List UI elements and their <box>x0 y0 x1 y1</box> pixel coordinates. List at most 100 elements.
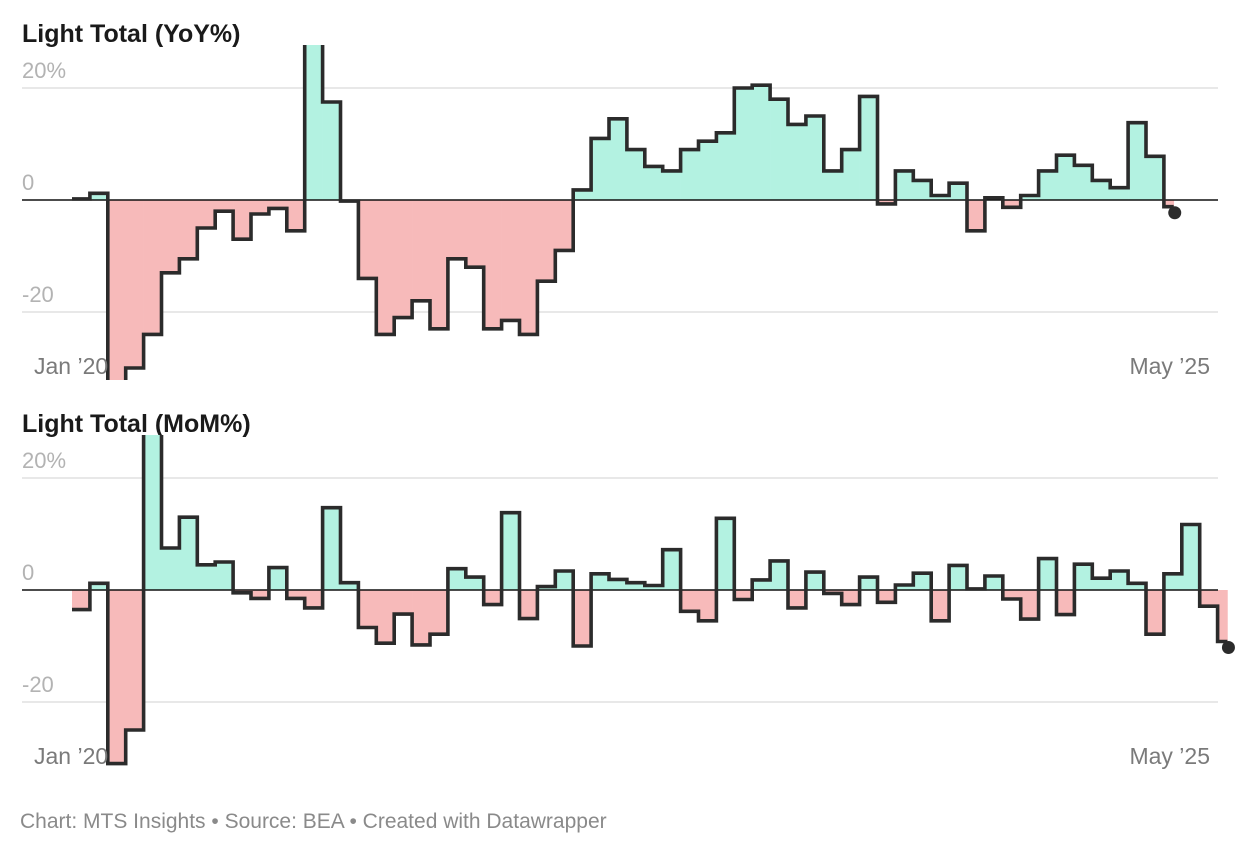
bar-2020-07 <box>179 200 198 259</box>
bar-2024-10 <box>1092 578 1111 590</box>
bar-2021-05 <box>358 200 377 279</box>
bar-2022-10 <box>662 549 681 590</box>
y-tick-label: -20 <box>22 282 54 307</box>
bar-2023-12 <box>913 180 932 200</box>
bar-2021-01 <box>286 590 305 599</box>
bar-2022-11 <box>680 149 699 200</box>
bar-2023-01 <box>716 518 735 590</box>
bar-2020-11 <box>251 200 270 214</box>
bar-2021-01 <box>286 200 305 231</box>
bar-2021-11 <box>465 200 484 268</box>
bar-2021-08 <box>412 200 431 301</box>
bar-2022-09 <box>644 585 663 590</box>
bar-2021-10 <box>447 200 467 259</box>
bar-2020-02 <box>89 583 109 590</box>
bar-2022-08 <box>626 582 646 590</box>
bar-2022-10 <box>662 170 681 200</box>
bar-2022-04 <box>555 570 574 590</box>
x-tick-label-end: May ’25 <box>1129 743 1210 769</box>
bar-2023-02 <box>734 590 753 600</box>
bar-2020-12 <box>268 567 288 590</box>
bar-2020-08 <box>197 564 216 590</box>
bar-2020-01 <box>72 590 91 610</box>
bar-2021-05 <box>358 590 377 628</box>
bar-2021-07 <box>394 590 413 615</box>
bar-2022-08 <box>626 149 646 200</box>
bar-2024-12 <box>1128 583 1147 590</box>
bar-2023-09 <box>859 577 878 590</box>
bar-2020-09 <box>215 562 234 590</box>
bar-2023-06 <box>805 572 825 590</box>
bar-2021-08 <box>412 590 431 645</box>
bar-2021-03 <box>322 507 341 590</box>
bar-2020-08 <box>197 200 216 228</box>
bar-2023-07 <box>823 170 842 200</box>
chart-title-yoy: Light Total (YoY%) <box>22 20 241 48</box>
bar-2023-03 <box>752 579 771 590</box>
y-tick-label: 20% <box>22 448 66 473</box>
bar-2024-06 <box>1020 195 1039 200</box>
y-tick-label: -20 <box>22 672 54 697</box>
series-line <box>72 435 1228 766</box>
bar-2025-04 <box>1199 590 1218 607</box>
bar-2023-08 <box>841 590 860 605</box>
bars <box>72 45 1175 380</box>
bar-2024-06 <box>1020 590 1039 620</box>
x-tick-label-start: Jan ’20 <box>34 353 108 379</box>
bar-2025-01 <box>1146 156 1165 200</box>
bar-2023-06 <box>805 116 825 200</box>
bar-2021-02 <box>304 45 323 201</box>
bar-2022-12 <box>698 141 717 200</box>
bar-2022-06 <box>591 573 610 590</box>
bar-2024-11 <box>1110 570 1129 590</box>
bar-2020-05 <box>143 200 162 335</box>
bar-2021-04 <box>340 582 359 590</box>
bar-2022-04 <box>555 200 574 251</box>
bar-2020-10 <box>233 200 252 240</box>
bar-2024-10 <box>1092 180 1111 200</box>
chart-yoy: 20% 0 -20 Jan ’20 May ’25 <box>22 45 1218 380</box>
bar-2024-07 <box>1038 558 1057 590</box>
bar-2023-05 <box>788 124 807 200</box>
bar-2023-04 <box>770 99 789 200</box>
y-tick-label: 20% <box>22 58 66 83</box>
last-point-marker <box>1221 641 1235 655</box>
bar-2021-09 <box>430 200 449 329</box>
bar-2023-04 <box>770 560 789 590</box>
bar-2024-02 <box>949 565 968 590</box>
bar-2020-03 <box>107 200 126 380</box>
bar-2025-02 <box>1163 573 1183 590</box>
bar-2023-01 <box>716 132 735 200</box>
bar-2022-03 <box>537 200 556 282</box>
bar-2023-11 <box>895 170 914 200</box>
bar-2021-09 <box>430 590 449 635</box>
bar-2022-05 <box>573 189 592 200</box>
bar-2020-04 <box>125 590 144 730</box>
bar-2024-04 <box>984 576 1004 590</box>
y-tick-label: 0 <box>22 170 34 195</box>
bar-2025-03 <box>1181 524 1200 590</box>
bar-2024-11 <box>1110 187 1129 200</box>
bar-2022-11 <box>680 590 699 612</box>
bar-2020-07 <box>179 517 198 590</box>
bar-2021-03 <box>322 102 341 200</box>
bar-2024-02 <box>949 183 968 200</box>
x-tick-label-start: Jan ’20 <box>34 743 108 769</box>
bar-2024-12 <box>1128 122 1147 200</box>
bar-2023-05 <box>788 590 807 608</box>
bar-2021-12 <box>483 590 502 605</box>
series-line <box>72 45 1174 380</box>
bar-2021-06 <box>376 200 395 335</box>
bar-2020-12 <box>268 200 288 209</box>
x-tick-label-end: May ’25 <box>1129 353 1210 379</box>
bar-2021-02 <box>304 590 323 608</box>
bar-2024-03 <box>967 200 986 231</box>
bar-2022-02 <box>519 590 538 619</box>
bar-2024-05 <box>1002 590 1021 599</box>
bar-2022-06 <box>591 138 610 200</box>
bar-2023-10 <box>877 200 896 204</box>
bar-2024-08 <box>1056 155 1075 200</box>
bar-2022-12 <box>698 590 717 621</box>
bar-2021-10 <box>447 568 467 590</box>
bar-2024-08 <box>1056 590 1075 615</box>
